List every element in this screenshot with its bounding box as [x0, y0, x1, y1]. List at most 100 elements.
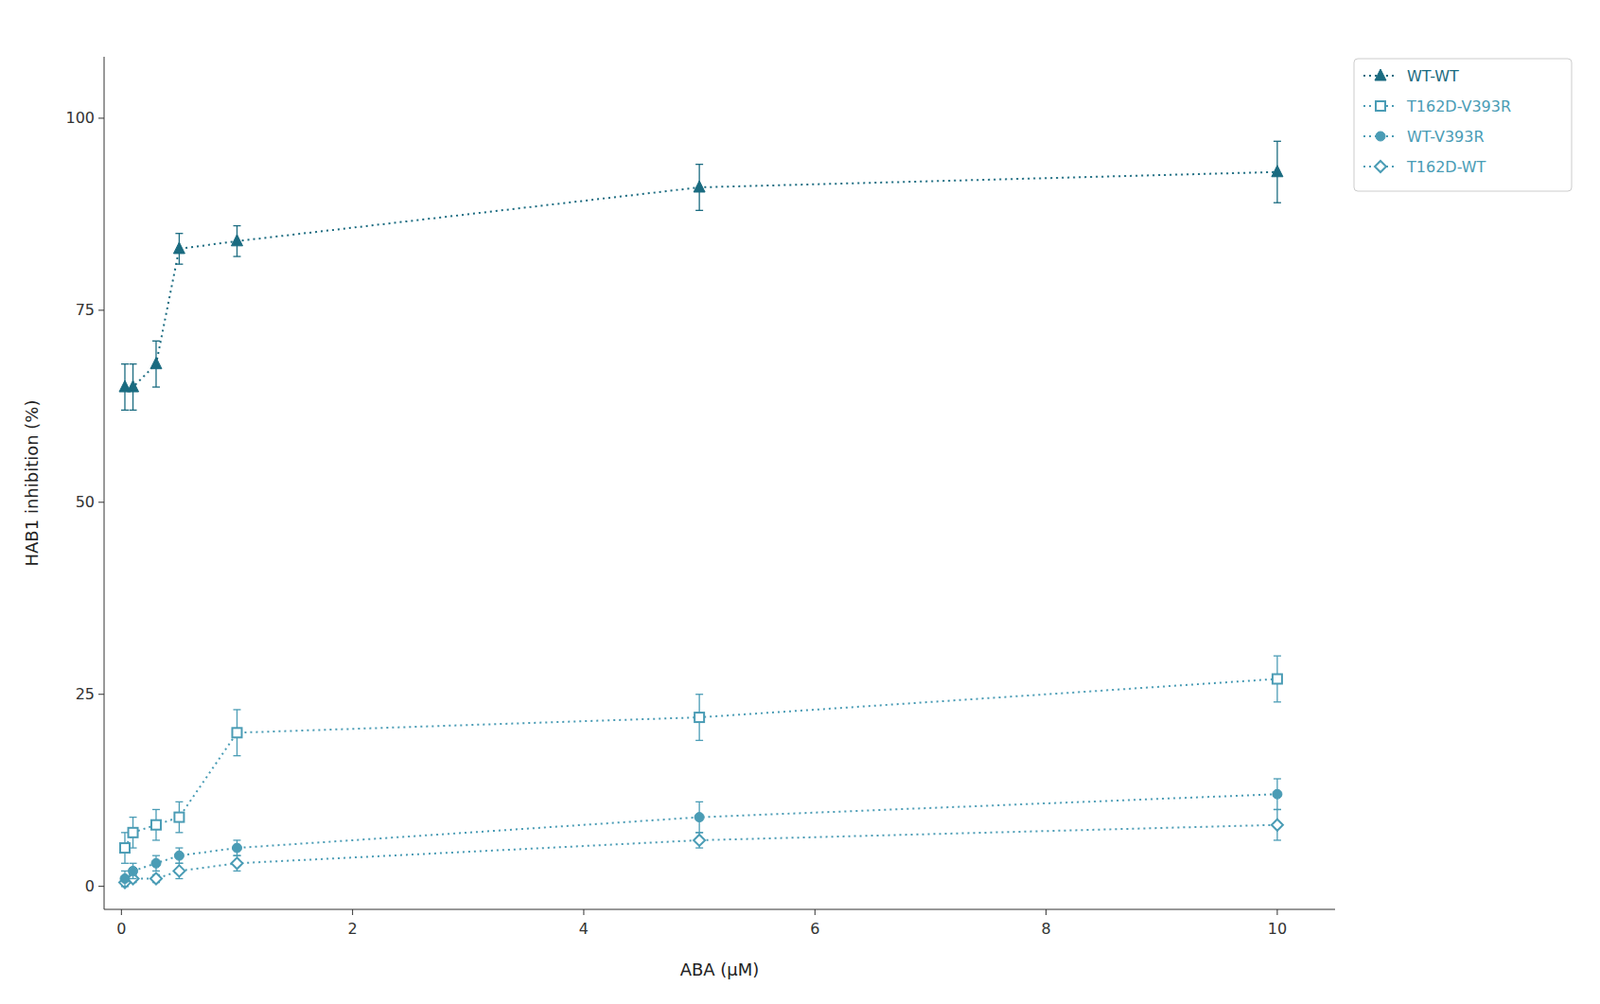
x-tick-label: 6: [809, 919, 820, 938]
error-cap: [129, 878, 138, 880]
error-bar: [152, 855, 160, 871]
x-tick: [1276, 909, 1278, 915]
x-axis-line: [104, 909, 1336, 911]
data-point: [120, 843, 130, 853]
legend-box: [1353, 58, 1572, 192]
legend-item: T162D-WT: [1363, 158, 1487, 176]
y-tick: [98, 885, 105, 887]
legend-item: WT-WT: [1363, 67, 1460, 86]
x-tick-label: 2: [348, 919, 358, 938]
y-tick: [98, 501, 105, 503]
error-cap: [232, 855, 241, 857]
legend-label: WT-WT: [1406, 67, 1460, 86]
legend-marker: [1375, 131, 1386, 141]
data-point: [174, 812, 184, 823]
data-point: [1272, 789, 1283, 799]
series-line: [124, 172, 1278, 387]
error-bar: [695, 694, 704, 741]
error-bar: [129, 862, 138, 879]
error-cap: [695, 210, 704, 211]
data-point: [694, 712, 704, 722]
error-cap: [695, 163, 704, 165]
series-line: [124, 793, 1278, 879]
x-tick: [351, 909, 353, 915]
data-point: [231, 727, 242, 738]
data-point: [694, 812, 704, 823]
series-1: [120, 655, 1283, 863]
error-cap: [695, 831, 704, 833]
y-tick-label: 75: [75, 300, 95, 319]
series-line: [124, 825, 1278, 883]
error-cap: [152, 839, 160, 841]
data-point: [231, 843, 242, 853]
y-tick-label: 100: [65, 108, 95, 127]
error-cap: [175, 862, 183, 864]
error-cap: [152, 386, 160, 387]
x-tick: [121, 909, 123, 915]
error-cap: [152, 855, 160, 857]
data-point: [174, 850, 184, 861]
error-cap: [175, 801, 183, 803]
legend-marker: [1375, 101, 1386, 111]
error-cap: [1273, 701, 1282, 703]
data-point: [127, 380, 140, 392]
error-cap: [232, 255, 241, 257]
error-cap: [152, 870, 160, 872]
legend-label: T162D-V393R: [1406, 97, 1512, 116]
x-tick: [814, 909, 816, 915]
error-cap: [175, 846, 183, 848]
error-bar: [1273, 655, 1282, 703]
error-cap: [232, 755, 241, 757]
chart-svg: 02468100255075100ABA (μM)HAB1 inhibition…: [0, 0, 1600, 1004]
x-tick: [582, 909, 584, 915]
data-point: [128, 827, 139, 838]
y-tick: [98, 117, 105, 119]
error-cap: [1273, 140, 1282, 142]
error-cap: [121, 885, 129, 887]
data-point: [230, 234, 243, 247]
error-cap: [232, 870, 241, 872]
error-cap: [1273, 654, 1282, 656]
x-tick-label: 4: [579, 919, 589, 938]
error-bar: [175, 847, 183, 863]
legend-item: WT-V393R: [1363, 127, 1485, 146]
error-bar: [1273, 778, 1282, 809]
x-tick-label: 0: [116, 919, 126, 938]
data-point: [173, 864, 185, 877]
legend-label: T162D-WT: [1406, 158, 1487, 176]
chart-container: 02468100255075100ABA (μM)HAB1 inhibition…: [0, 0, 1600, 1004]
error-cap: [695, 801, 704, 803]
error-cap: [175, 878, 183, 880]
data-point: [150, 873, 162, 885]
data-point: [151, 820, 161, 830]
data-point: [1271, 165, 1284, 177]
error-cap: [1273, 839, 1282, 841]
error-cap: [175, 862, 183, 864]
y-tick: [98, 309, 105, 311]
series-0: [119, 140, 1284, 410]
x-tick-label: 8: [1041, 919, 1052, 938]
y-tick-label: 50: [75, 492, 95, 511]
error-cap: [695, 693, 704, 695]
x-tick: [1045, 909, 1047, 915]
error-cap: [121, 885, 129, 887]
error-bar: [232, 709, 241, 757]
error-cap: [695, 739, 704, 741]
data-point: [120, 874, 130, 884]
y-tick-label: 25: [75, 685, 95, 704]
legend: WT-WT T162D-V393R WT-V393R T162D-WT: [1353, 58, 1572, 192]
error-cap: [1273, 202, 1282, 204]
error-cap: [1273, 777, 1282, 779]
x-axis-label: ABA (μM): [680, 959, 760, 980]
error-cap: [232, 855, 241, 857]
y-tick-label: 0: [85, 877, 95, 896]
error-bar: [152, 808, 160, 840]
error-bar: [232, 840, 241, 856]
error-cap: [152, 808, 160, 810]
legend-marker: [1374, 69, 1387, 81]
error-cap: [121, 409, 129, 411]
error-cap: [129, 363, 138, 365]
error-cap: [695, 846, 704, 848]
plot-data: [119, 140, 1284, 888]
data-point: [1272, 673, 1283, 684]
